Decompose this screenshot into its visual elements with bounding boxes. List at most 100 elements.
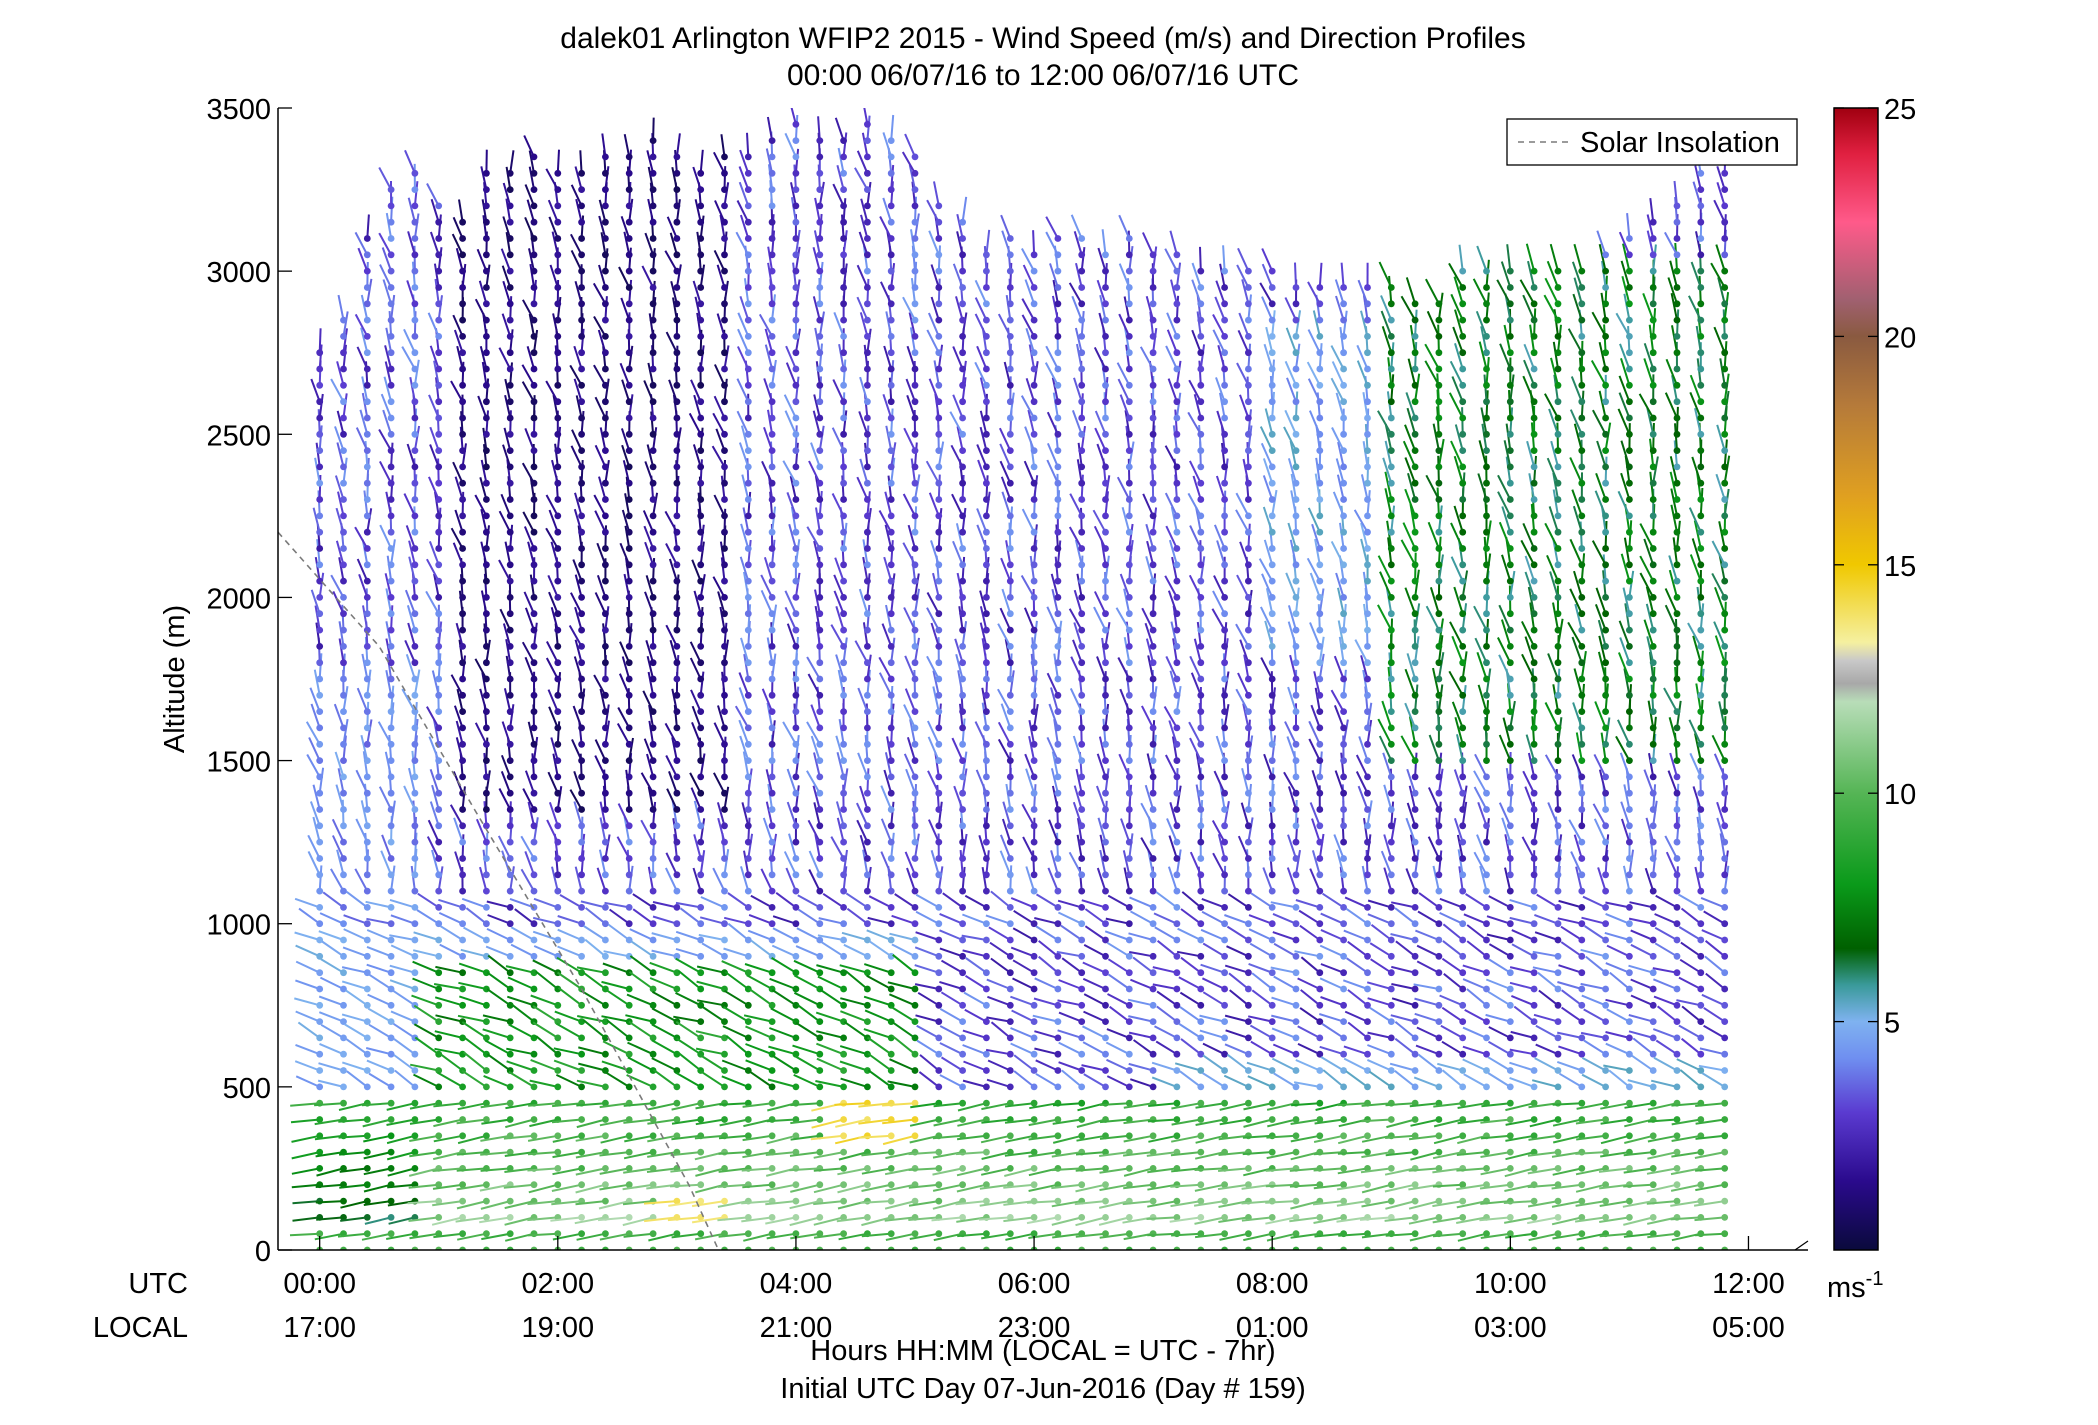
wind-barb-stick <box>786 801 797 827</box>
wind-barb-dot <box>530 822 538 830</box>
wind-barb-dot <box>554 789 562 797</box>
wind-barb-stick <box>502 444 512 468</box>
wind-barb-stick <box>866 866 872 892</box>
wind-barb-stick <box>480 1167 511 1172</box>
wind-barb-stick <box>1099 1151 1130 1157</box>
wind-barb-stick <box>1009 506 1013 533</box>
wind-barb-dot <box>506 1197 514 1205</box>
wind-barb-dot <box>483 643 490 650</box>
wind-barb-dot <box>983 626 990 634</box>
wind-barb-stick <box>813 230 821 255</box>
wind-barb-dot <box>1102 1230 1109 1238</box>
wind-barb-dot <box>411 284 419 291</box>
wind-barb-dot <box>411 1116 419 1123</box>
wind-barb-stick <box>890 114 895 141</box>
wind-barb-stick <box>556 971 583 990</box>
wind-barb-dot <box>840 153 847 161</box>
wind-barb-stick <box>719 606 726 631</box>
wind-barb-stick <box>738 672 750 696</box>
wind-barb-dot <box>316 1083 324 1091</box>
wind-barb-stick <box>1033 784 1037 810</box>
wind-barb-stick <box>522 788 535 810</box>
wind-barb-stick <box>789 475 797 500</box>
wind-barb-dot <box>1197 1132 1205 1140</box>
wind-barb-dot <box>578 643 585 650</box>
wind-barb-dot <box>625 920 633 928</box>
wind-barb-stick <box>747 768 753 794</box>
wind-barb-stick <box>668 558 678 582</box>
wind-barb-stick <box>675 901 701 909</box>
wind-barb-stick <box>838 1232 868 1241</box>
wind-barb-dot <box>435 284 443 291</box>
wind-barb-dot <box>935 1001 943 1009</box>
wind-barb-stick <box>609 908 630 925</box>
wind-barb-stick <box>474 658 488 680</box>
wind-barb-dot <box>387 724 395 732</box>
wind-barb-dot <box>768 1083 776 1091</box>
wind-barb-stick <box>551 866 559 892</box>
wind-barb-dot <box>554 610 562 618</box>
wind-barb-stick <box>1073 231 1083 256</box>
wind-barb-dot <box>602 659 609 667</box>
wind-barb-dot <box>887 202 895 210</box>
wind-barb-dot <box>1173 594 1181 601</box>
wind-barb-stick <box>363 1167 392 1176</box>
wind-barb-dot <box>1030 659 1038 667</box>
wind-barb-stick <box>509 866 515 892</box>
wind-barb-stick <box>1175 768 1179 794</box>
wind-barb-stick <box>1051 1216 1082 1226</box>
wind-barb-stick <box>979 1200 1011 1207</box>
wind-barb-stick <box>438 911 464 925</box>
wind-barb-dot <box>554 806 562 813</box>
wind-barb-stick <box>622 1216 654 1227</box>
wind-barb-stick <box>1004 1167 1035 1177</box>
wind-barb-dot <box>792 855 800 862</box>
wind-barb-dot <box>1054 969 1062 977</box>
wind-barb-dot <box>1054 545 1062 552</box>
wind-barb-stick <box>364 1216 392 1225</box>
wind-barb-stick <box>291 1183 320 1189</box>
wind-barb-dot <box>1054 1148 1062 1156</box>
wind-barb-dot <box>435 218 443 226</box>
wind-barb-stick <box>1077 442 1083 468</box>
wind-barb-stick <box>880 818 893 843</box>
wind-barb-stick <box>723 280 729 304</box>
wind-barb-stick <box>817 934 844 941</box>
wind-barb-dot <box>744 186 752 194</box>
wind-barb-stick <box>953 785 964 810</box>
wind-barb-dot <box>649 137 657 145</box>
wind-barb-stick <box>455 248 464 272</box>
wind-barb-dot <box>483 1116 490 1123</box>
wind-barb-stick <box>813 1232 844 1239</box>
wind-barb-dot <box>673 610 681 618</box>
wind-barb-dot <box>387 512 395 520</box>
wind-barb-stick <box>1057 1029 1083 1039</box>
wind-barb-stick <box>1098 312 1107 337</box>
wind-barb-dot <box>1173 479 1181 487</box>
wind-barb-dot <box>959 1165 966 1172</box>
wind-barb-stick <box>882 1118 916 1125</box>
wind-barb-dot <box>1173 1116 1181 1123</box>
wind-barb-stick <box>810 1134 844 1141</box>
wind-barb-dot <box>673 528 681 536</box>
wind-barb-stick <box>628 279 633 304</box>
wind-barb-stick <box>713 722 726 745</box>
wind-barb-dot <box>411 267 419 275</box>
wind-barb-dot <box>625 300 633 308</box>
wind-barb-stick <box>666 216 678 239</box>
wind-barb-dot <box>911 398 919 406</box>
wind-barb-stick <box>416 909 440 925</box>
wind-barb-dot <box>1006 1165 1014 1172</box>
wind-barb-dot <box>387 300 395 308</box>
wind-barb-dot <box>864 137 871 145</box>
wind-barb-stick <box>816 1030 844 1039</box>
wind-barb-dot <box>625 512 633 520</box>
wind-barb-stick <box>594 444 607 468</box>
wind-barb-dot <box>459 577 466 585</box>
wind-barb-dot <box>1197 969 1205 977</box>
wind-barb-dot <box>697 1148 705 1156</box>
wind-barb-dot <box>649 545 657 552</box>
wind-barb-stick <box>584 907 607 925</box>
wind-barb-stick <box>699 264 706 288</box>
wind-barb-stick <box>693 394 702 419</box>
